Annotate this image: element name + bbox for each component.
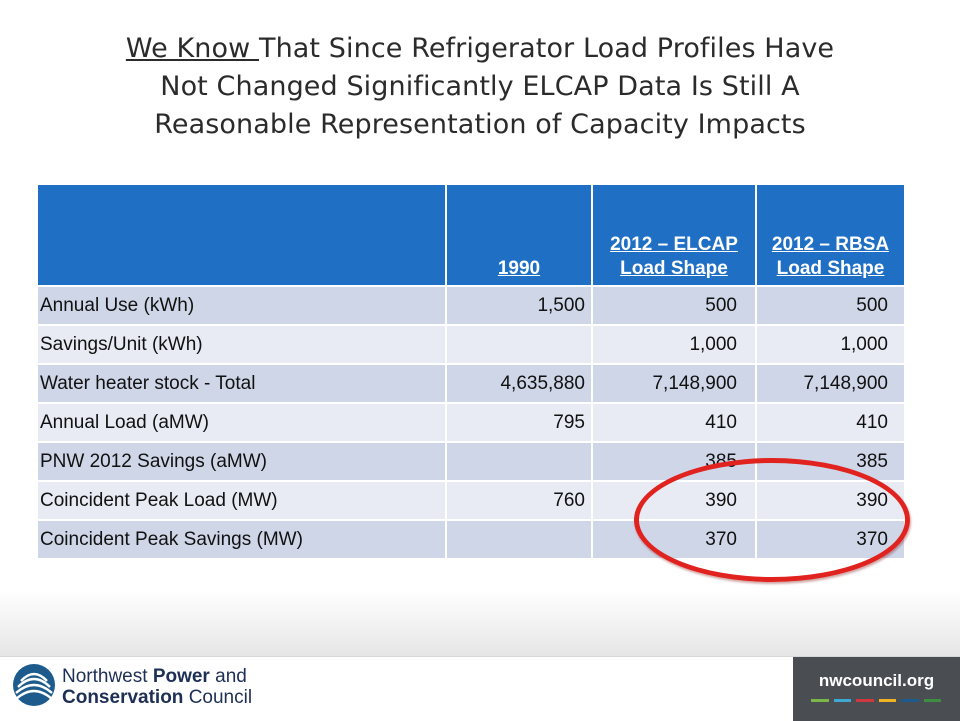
cell-elcap: 1,000 [591,324,756,364]
stripe [833,699,851,702]
stripe [878,699,896,702]
stripe [856,699,874,702]
row-label: Annual Load (aMW) [38,402,446,442]
row-label: Savings/Unit (kWh) [38,324,446,364]
cell-rbsa: 1,000 [755,324,904,364]
table-row: Water heater stock - Total 4,635,880 7,1… [38,363,904,403]
title-underlined-text: We Know [125,33,259,64]
header-cell-blank [38,185,446,286]
table-row: Coincident Peak Load (MW) 760 390 390 [38,480,904,520]
cell-1990 [445,441,592,481]
table-row: Annual Load (aMW) 795 410 410 [38,402,904,442]
cell-1990 [445,519,592,558]
cell-rbsa: 500 [755,285,904,325]
title-line-1: We Know That Since Refrigerator Load Pro… [40,30,920,68]
cell-elcap: 500 [591,285,756,325]
table-header-row: 1990 2012 – ELCAP Load Shape 2012 – RBSA… [38,185,904,286]
title-line-1-rest: That Since Refrigerator Load Profiles Ha… [258,33,835,64]
cell-1990: 795 [445,402,592,442]
cell-1990: 760 [445,480,592,520]
cell-rbsa: 385 [755,441,904,481]
header-cell-elcap: 2012 – ELCAP Load Shape [591,185,756,286]
table-row: PNW 2012 Savings (aMW) 385 385 [38,441,904,481]
cell-rbsa: 410 [755,402,904,442]
cell-elcap: 7,148,900 [591,363,756,403]
color-stripes [811,699,941,702]
org-name: Northwest Power and Conservation Council [62,666,252,708]
cell-1990: 4,635,880 [445,363,592,403]
title-line-3: Reasonable Representation of Capacity Im… [154,109,806,140]
nwcouncil-globe-icon [13,664,55,706]
cell-rbsa: 390 [755,480,904,520]
cell-elcap: 370 [591,519,756,558]
cell-rbsa: 370 [755,519,904,558]
table-row: Coincident Peak Savings (MW) 370 370 [38,519,904,558]
row-label: Annual Use (kWh) [38,285,446,325]
header-cell-rbsa: 2012 – RBSA Load Shape [755,185,904,286]
cell-elcap: 410 [591,402,756,442]
stripe [923,699,941,702]
row-label: PNW 2012 Savings (aMW) [38,441,446,481]
site-badge[interactable]: nwcouncil.org [793,657,960,721]
stripe [901,699,919,702]
slide-title: We Know That Since Refrigerator Load Pro… [40,30,920,144]
table-row: Savings/Unit (kWh) 1,000 1,000 [38,324,904,364]
org-name-line-2: Conservation Council [62,687,253,708]
row-label: Water heater stock - Total [38,363,446,403]
table-row: Annual Use (kWh) 1,500 500 500 [38,285,904,325]
cell-elcap: 385 [591,441,756,481]
header-cell-1990: 1990 [445,185,592,286]
row-label: Coincident Peak Load (MW) [38,480,446,520]
cell-elcap: 390 [591,480,756,520]
row-label: Coincident Peak Savings (MW) [38,519,446,558]
cell-1990 [445,324,592,364]
stripe [811,699,829,702]
title-line-2: Not Changed Significantly ELCAP Data Is … [160,71,800,102]
footer: Northwest Power and Conservation Council… [0,656,960,721]
bottom-fade [0,590,960,656]
cell-rbsa: 7,148,900 [755,363,904,403]
org-name-line-1: Northwest Power and [62,666,247,687]
comparison-table: 1990 2012 – ELCAP Load Shape 2012 – RBSA… [38,185,904,558]
site-url[interactable]: nwcouncil.org [818,671,935,690]
cell-1990: 1,500 [445,285,592,325]
